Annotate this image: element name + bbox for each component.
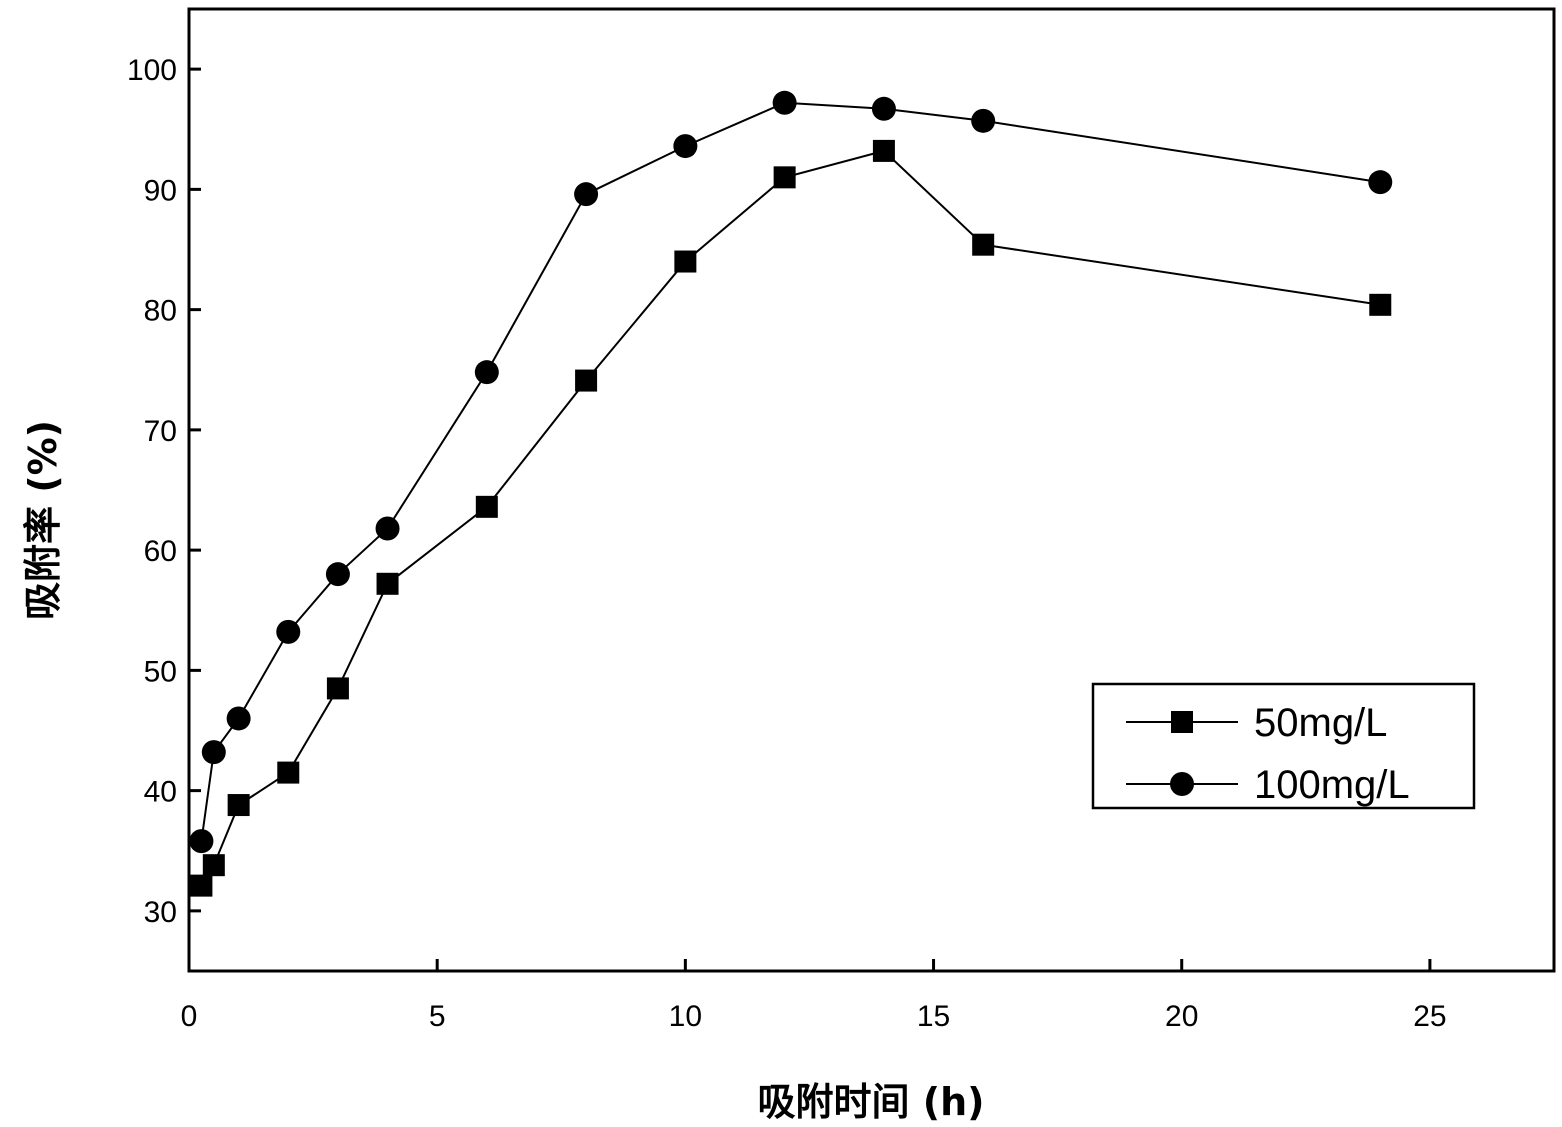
x-tick-label: 25 — [1413, 1000, 1446, 1033]
x-axis: 0 5 10 15 20 25 — [181, 959, 1447, 1033]
y-tick-label: 60 — [144, 535, 177, 568]
data-point — [574, 182, 599, 207]
data-point — [1368, 170, 1393, 195]
data-point — [326, 677, 349, 700]
data-point — [872, 139, 895, 162]
data-point — [227, 794, 250, 817]
y-tick-label: 70 — [144, 415, 177, 448]
legend-marker — [1170, 772, 1194, 796]
series-circle — [189, 90, 1393, 854]
data-point — [971, 108, 996, 133]
x-tick-label: 15 — [917, 1000, 950, 1033]
data-point — [190, 874, 213, 897]
data-point — [277, 761, 300, 784]
plot-frame — [187, 7, 1556, 973]
data-point — [325, 562, 350, 587]
legend-label: 100mg/L — [1254, 763, 1410, 807]
series-square — [190, 139, 1392, 897]
y-tick-label: 100 — [127, 54, 177, 87]
legend-box — [1091, 682, 1476, 810]
data-point — [772, 90, 797, 115]
y-tick-label: 30 — [144, 896, 177, 929]
data-point — [202, 854, 225, 877]
y-tick-label: 40 — [144, 776, 177, 809]
legend-label: 50mg/L — [1254, 701, 1387, 745]
data-point — [673, 134, 698, 159]
data-point — [871, 96, 896, 121]
y-axis: 30 40 50 60 70 80 90 100 — [127, 54, 201, 929]
y-tick-label: 50 — [144, 655, 177, 688]
data-point — [474, 360, 499, 385]
legend: 50mg/L 100mg/L — [1091, 682, 1476, 810]
data-point — [226, 706, 251, 731]
data-point — [575, 369, 598, 392]
y-tick-label: 80 — [144, 295, 177, 328]
x-tick-label: 5 — [429, 1000, 446, 1033]
data-point — [276, 619, 301, 644]
data-point — [376, 572, 399, 595]
data-point — [201, 740, 226, 765]
series-layer — [189, 90, 1393, 897]
x-tick-label: 0 — [181, 1000, 198, 1033]
data-point — [674, 250, 697, 273]
x-tick-label: 20 — [1165, 1000, 1198, 1033]
data-point — [773, 166, 796, 189]
data-point — [1369, 293, 1392, 316]
data-point — [972, 233, 995, 256]
x-axis-title: 吸附时间 (h) — [757, 1080, 984, 1124]
data-point — [375, 516, 400, 541]
y-tick-label: 90 — [144, 174, 177, 207]
x-tick-label: 10 — [669, 1000, 702, 1033]
data-point — [189, 829, 214, 854]
data-point — [475, 495, 498, 518]
legend-marker — [1171, 711, 1193, 733]
y-axis-title: 吸附率 (%) — [21, 420, 65, 620]
